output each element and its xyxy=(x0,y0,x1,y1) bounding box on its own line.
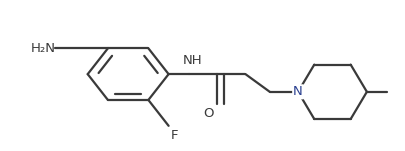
Text: NH: NH xyxy=(183,54,202,67)
Text: O: O xyxy=(203,107,213,120)
Text: N: N xyxy=(292,85,302,98)
Text: H₂N: H₂N xyxy=(30,42,55,55)
Text: F: F xyxy=(170,129,178,141)
